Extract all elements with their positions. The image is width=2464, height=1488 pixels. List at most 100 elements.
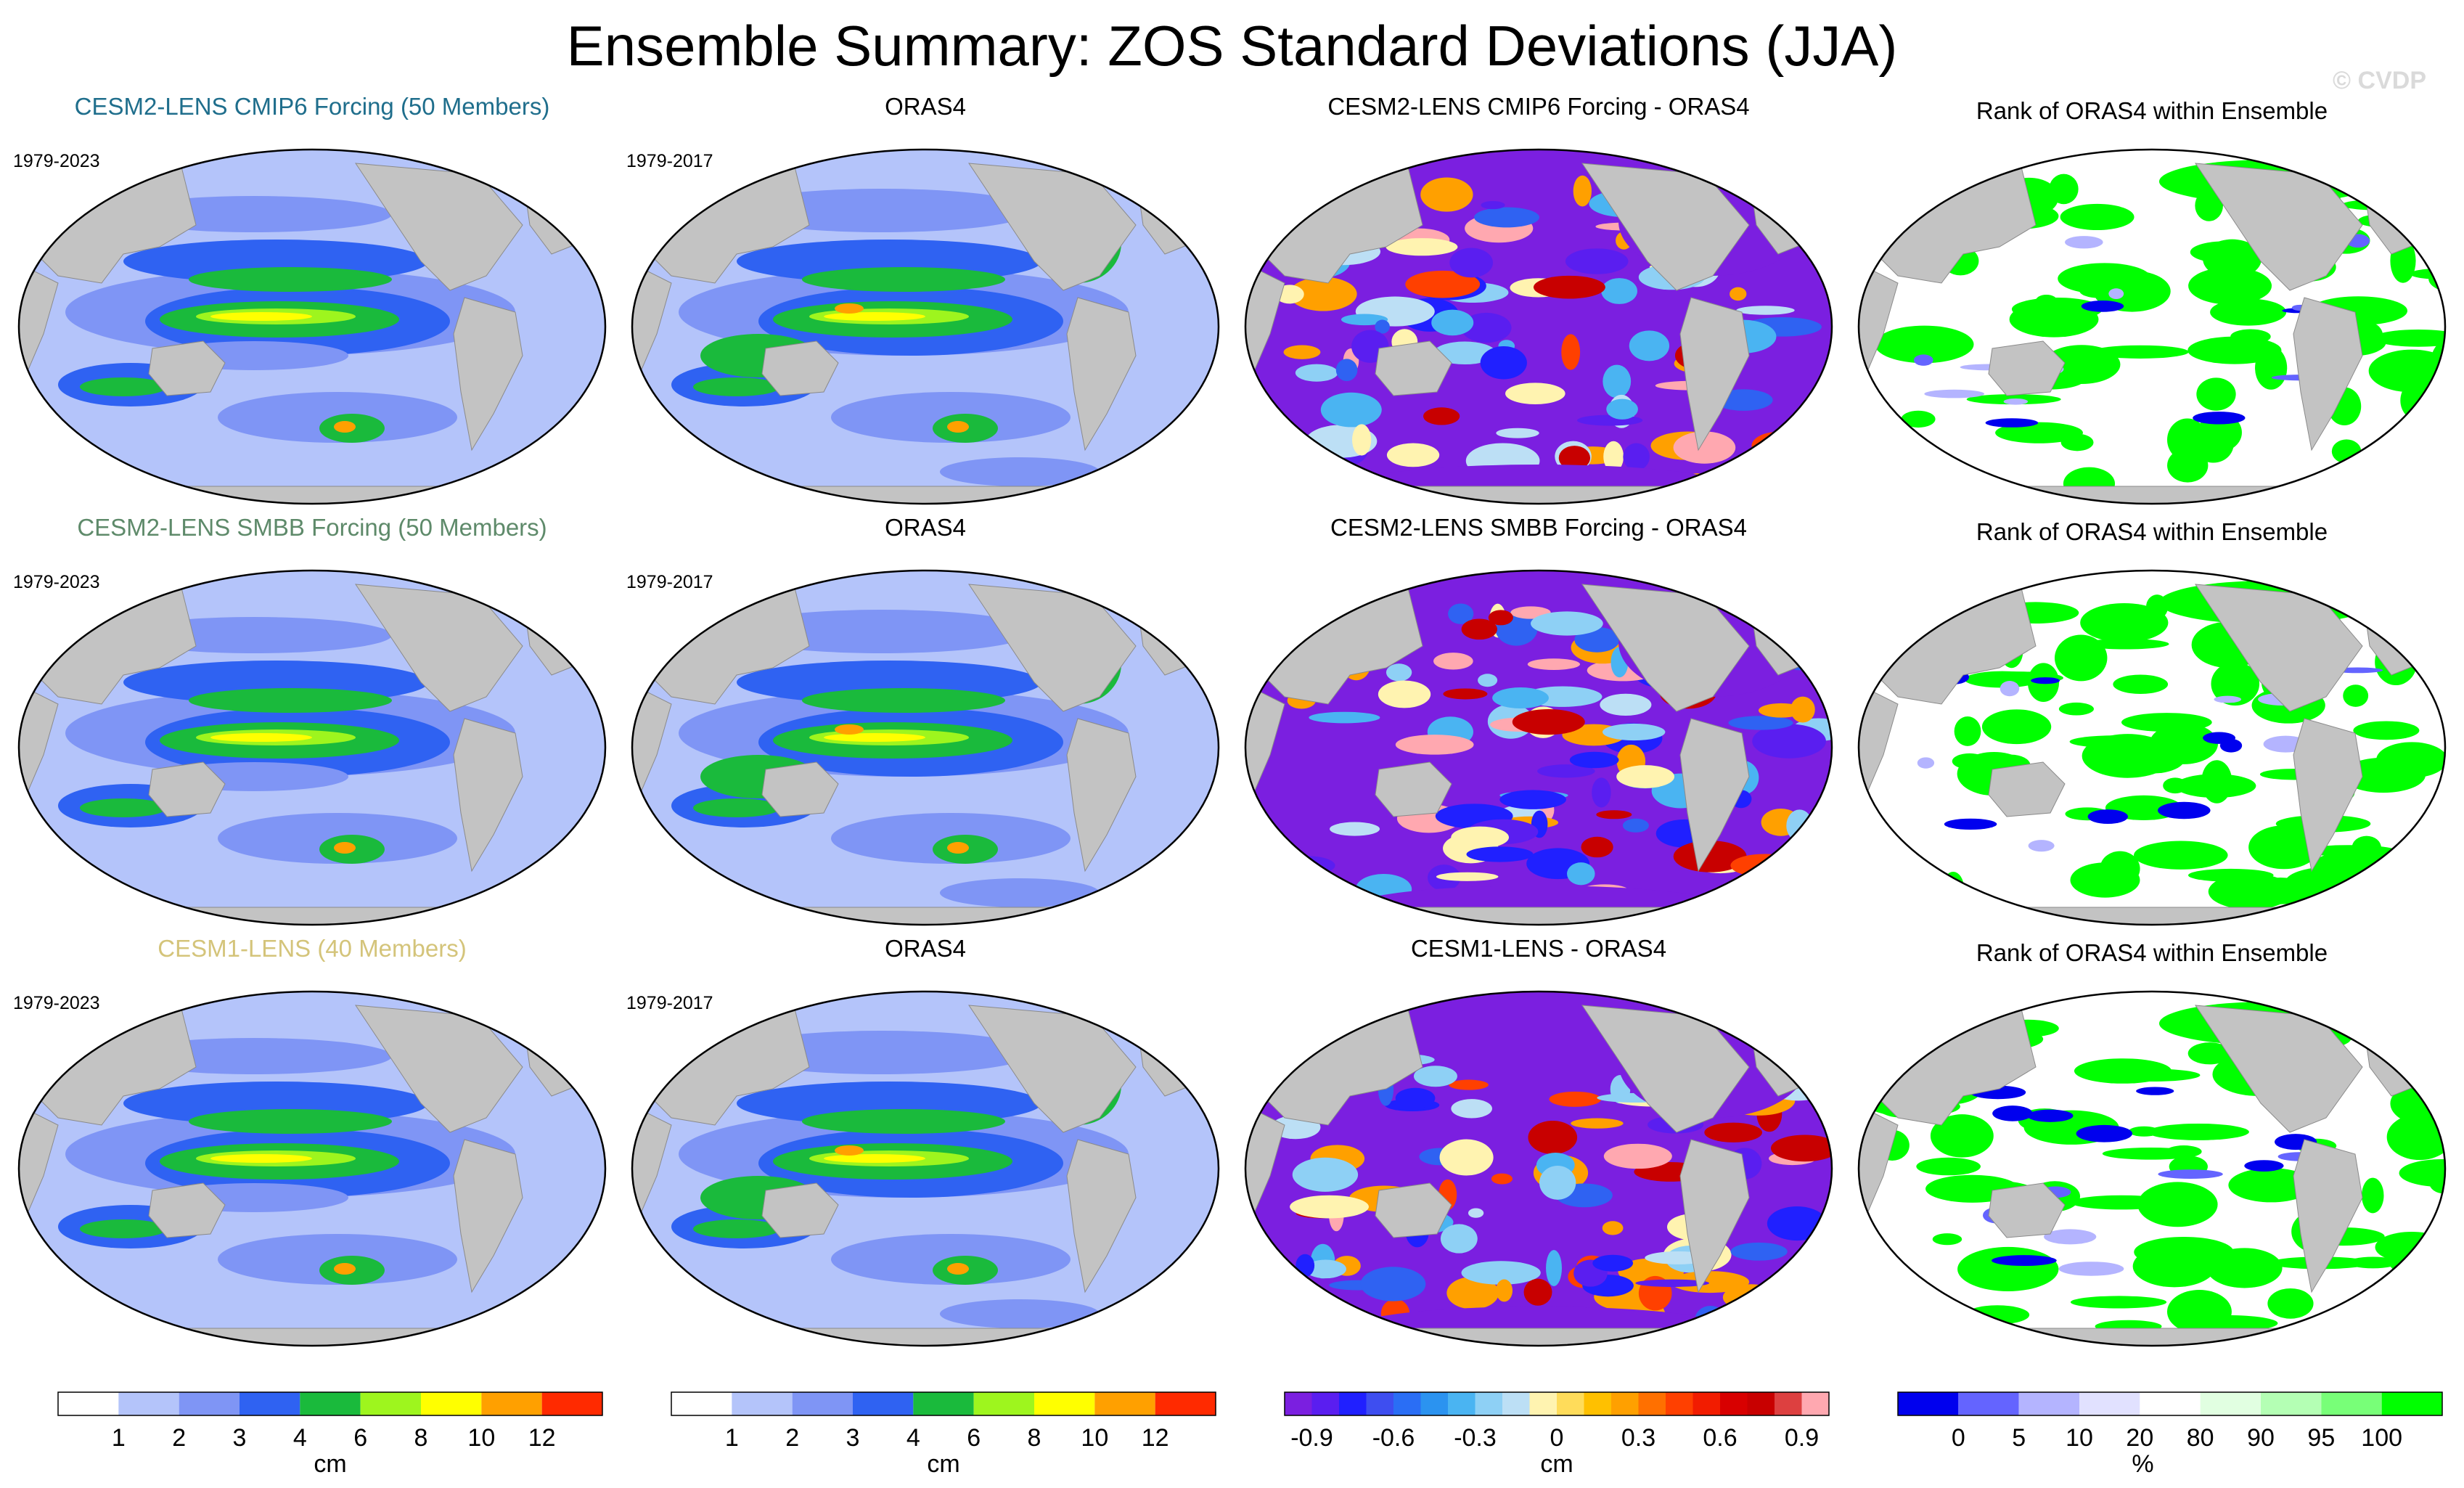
colorbar-swatch bbox=[1339, 1392, 1367, 1415]
rank-patch bbox=[2244, 1160, 2284, 1172]
sd-band-12 bbox=[947, 421, 969, 433]
rank-patch bbox=[1952, 753, 1987, 769]
diff-patch bbox=[1433, 653, 1473, 670]
colorbar-swatch bbox=[1393, 1392, 1421, 1415]
south-america-landmass bbox=[453, 1139, 523, 1293]
diff-patch bbox=[1601, 278, 1637, 304]
sd-band-6 bbox=[693, 798, 780, 817]
colorbar-tick-label: 8 bbox=[414, 1424, 428, 1452]
rank-patch bbox=[2058, 263, 2152, 295]
rank-patch bbox=[2049, 173, 2079, 205]
rank-patch bbox=[2082, 639, 2169, 650]
rank-patch bbox=[2211, 662, 2260, 706]
colorbar-swatch bbox=[1155, 1392, 1216, 1415]
rank-patch bbox=[2092, 345, 2189, 359]
rank-patch bbox=[2076, 1124, 2133, 1142]
diff-patch bbox=[1386, 443, 1440, 467]
rank-patch bbox=[2031, 677, 2060, 684]
diff-patch bbox=[1546, 1250, 1562, 1286]
diff-patch bbox=[1777, 469, 1812, 504]
map-outline bbox=[631, 148, 1220, 505]
diff-patch bbox=[1461, 312, 1512, 343]
rank-patch bbox=[2228, 1168, 2314, 1203]
antarctica-landmass bbox=[1245, 907, 1832, 925]
rank-patch bbox=[1901, 410, 1936, 428]
colorbar-swatch bbox=[973, 1392, 1034, 1415]
diff-patch bbox=[1623, 443, 1650, 471]
model-map-row1 bbox=[17, 148, 607, 505]
diff-patch bbox=[1736, 306, 1795, 315]
diff-patch bbox=[1480, 346, 1527, 380]
rank-patch bbox=[2158, 801, 2211, 819]
map-outline bbox=[631, 569, 1220, 926]
sd-band-10 bbox=[824, 312, 925, 321]
colorbar-swatch bbox=[1420, 1392, 1448, 1415]
colorbar-swatch bbox=[1094, 1392, 1155, 1415]
sd-band-6 bbox=[693, 1219, 780, 1238]
antarctica-landmass bbox=[1245, 1328, 1832, 1346]
diff-patch bbox=[1571, 1118, 1624, 1129]
australia-landmass bbox=[1988, 761, 2066, 817]
map-outline bbox=[1857, 148, 2447, 505]
rank-patch bbox=[2113, 674, 2169, 694]
map-outline bbox=[1857, 990, 2447, 1347]
colorbar-tick-label: 10 bbox=[467, 1424, 495, 1452]
colorbar-tick-label: 2 bbox=[172, 1424, 186, 1452]
africa-landmass bbox=[1859, 682, 1899, 806]
diff-patch bbox=[1292, 1157, 1359, 1192]
colorbar-swatch bbox=[1584, 1392, 1611, 1415]
rank-patch bbox=[1916, 1157, 1981, 1176]
model-title-row3: CESM1-LENS (40 Members) bbox=[157, 935, 467, 962]
rank-patch bbox=[2129, 1126, 2160, 1137]
rank-patch bbox=[2412, 1046, 2445, 1075]
colorbar-swatch bbox=[1775, 1392, 1802, 1415]
rank-patch bbox=[2071, 1195, 2172, 1210]
diff-patch bbox=[1395, 1087, 1436, 1109]
rank-patch bbox=[1942, 872, 1965, 905]
colorbar-tick-label: 10 bbox=[2066, 1424, 2093, 1452]
diff-patch bbox=[1279, 856, 1335, 875]
south-america-landmass bbox=[1066, 297, 1137, 451]
sd-band-12 bbox=[947, 842, 969, 854]
australia-landmass bbox=[761, 761, 839, 817]
diff-patch bbox=[1451, 826, 1510, 849]
colorbar-tick-label: -0.3 bbox=[1454, 1424, 1497, 1452]
rank-patch bbox=[2028, 840, 2055, 852]
diff-patch bbox=[1730, 854, 1801, 878]
rank-patch bbox=[2343, 684, 2369, 707]
rank-patch bbox=[2362, 1177, 2384, 1214]
diff-patch bbox=[1449, 1079, 1489, 1090]
australia-landmass bbox=[148, 340, 226, 396]
rank-patch bbox=[2070, 1296, 2167, 1309]
colorbar-swatch bbox=[1611, 1392, 1639, 1415]
colorbar-tick-label: 0.6 bbox=[1703, 1424, 1737, 1452]
obs-period-row1: 1979-2017 bbox=[626, 151, 713, 171]
colorbar-tick-label: 0.9 bbox=[1785, 1424, 1819, 1452]
diff-patch bbox=[1287, 1021, 1313, 1055]
diff-patch bbox=[1296, 1254, 1315, 1278]
antarctica-landmass bbox=[632, 907, 1219, 925]
south-america-landmass bbox=[1679, 297, 1750, 451]
colorbar-swatch bbox=[732, 1392, 793, 1415]
africa-landmass bbox=[19, 682, 59, 806]
sd-band-6 bbox=[802, 688, 1005, 713]
diff-patch bbox=[1335, 359, 1358, 381]
antarctica-landmass bbox=[19, 486, 605, 504]
diff-patch bbox=[1375, 319, 1390, 334]
rank-patch bbox=[1932, 1233, 1962, 1246]
rank-patch bbox=[1992, 1105, 2033, 1121]
sd-band-12 bbox=[947, 1263, 969, 1275]
rank-patch bbox=[1913, 354, 1933, 366]
rank-patch bbox=[2060, 203, 2134, 231]
colorbar-swatch bbox=[2079, 1392, 2140, 1415]
diff-title-row1: CESM2-LENS CMIP6 Forcing - ORAS4 bbox=[1327, 93, 1750, 120]
colorbar-swatch bbox=[671, 1392, 732, 1415]
sd-band-10 bbox=[210, 1154, 312, 1163]
rank-patch bbox=[2074, 1058, 2172, 1084]
rank-title-row1: Rank of ORAS4 within Ensemble bbox=[1976, 97, 2328, 124]
colorbar-swatch bbox=[1034, 1392, 1095, 1415]
map-outline bbox=[17, 569, 607, 926]
rank-patch bbox=[2364, 1293, 2445, 1337]
